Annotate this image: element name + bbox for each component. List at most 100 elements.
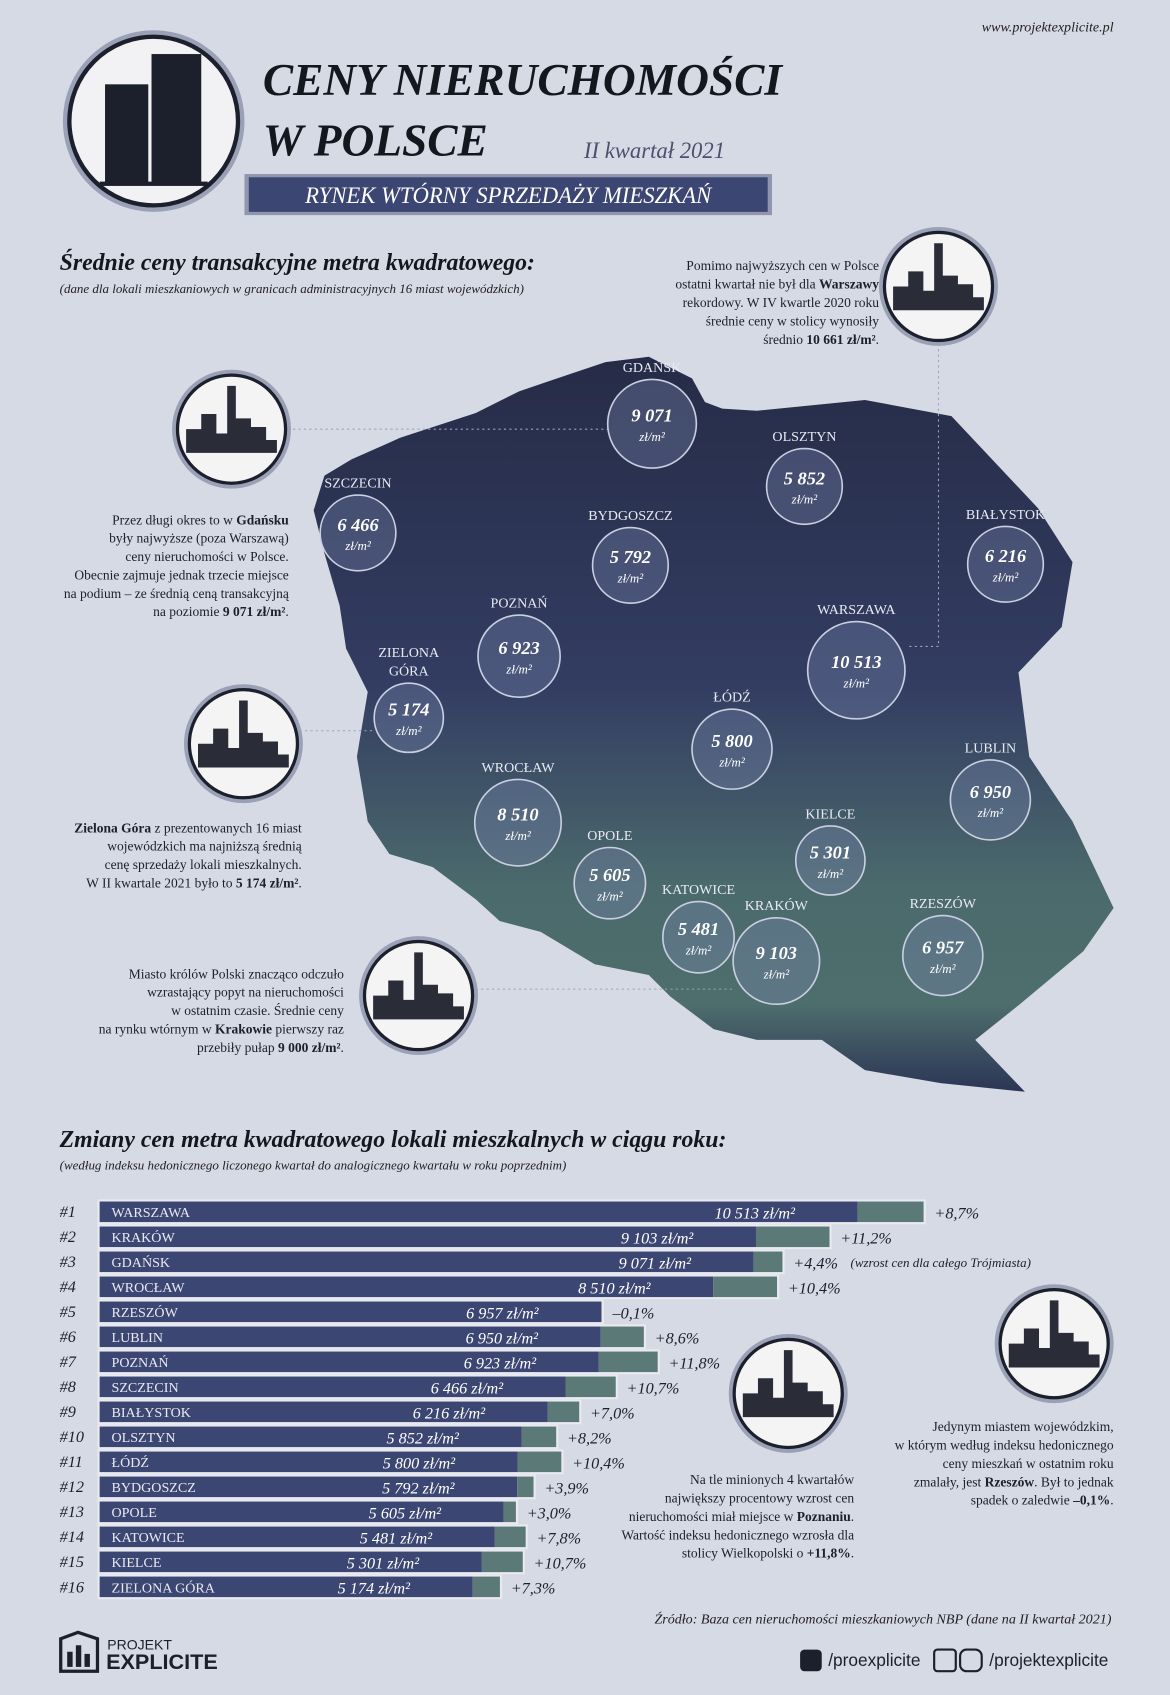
note-text: ostatni kwartał nie był dla: [675, 277, 819, 292]
note-text: W II kwartale 2021 było to: [86, 875, 236, 890]
note-text: rekordowy. W IV kwartle 2020 roku: [683, 295, 880, 310]
poland-map: [313, 356, 1114, 1092]
annotation: (wzrost cen dla całego Trójmiasta): [851, 1255, 1031, 1270]
city-value: 5 800: [711, 731, 752, 751]
note-line: średnie ceny w stolicy wynosiły: [706, 313, 879, 328]
note-line: na rynku wtórnym w Krakowie pierwszy raz: [99, 1021, 344, 1036]
photo-skyline: [373, 952, 464, 1020]
value-label: 5 792 zł/m²: [382, 1479, 456, 1497]
photo-skyline: [893, 243, 984, 311]
note-line: Obecnie zajmuje jednak trzecie miejsce: [74, 567, 288, 582]
bar: [99, 1576, 473, 1598]
note-line: Na tle minionych 4 kwartałów: [690, 1472, 854, 1487]
bar-category: LUBLIN: [112, 1330, 164, 1346]
bar-category: ŁÓDŹ: [112, 1454, 149, 1471]
note-line: stolicy Wielkopolski o +11,8%.: [682, 1546, 854, 1561]
city-unit: zł/m²: [977, 805, 1005, 820]
note-line: Przez długi okres to w Gdańsku: [112, 512, 289, 527]
note-text: .: [876, 332, 879, 347]
note-line: rekordowy. W IV kwartle 2020 roku: [683, 295, 880, 310]
note-line: Zielona Góra z prezentowanych 16 miast: [74, 820, 302, 835]
note-text: na podium – ze średnią ceną transakcyjną: [64, 586, 290, 601]
value-label: 6 950 zł/m²: [466, 1329, 540, 1347]
note-text: 9 000 zł/m²: [278, 1040, 341, 1055]
note-text: cenę sprzedaży lokali mieszkalnych.: [105, 857, 302, 872]
change-bar: [494, 1526, 526, 1548]
logo-text: PROJEKT: [107, 1637, 172, 1653]
value-label: 10 513 zł/m²: [714, 1204, 796, 1222]
change-bar: [857, 1201, 924, 1223]
city-circle: [373, 682, 445, 754]
city-name: RZESZÓW: [910, 895, 977, 912]
instagram-icon: [959, 1648, 983, 1673]
city-value: 6 950: [970, 782, 1011, 802]
city-name: WROCŁAW: [481, 760, 555, 776]
note-line: na poziomie 9 071 zł/m².: [153, 604, 289, 619]
bar: [99, 1401, 548, 1423]
bar-category: KRAKÓW: [112, 1229, 176, 1246]
chart-title: Zmiany cen metra kwadratowego lokali mie…: [59, 1127, 727, 1153]
city-unit: zł/m²: [791, 492, 819, 507]
note-line: w którym według indeksu hedonicznego: [895, 1438, 1114, 1453]
change-label: +10,4%: [572, 1454, 625, 1472]
city-name: BIAŁYSTOK: [966, 507, 1045, 523]
rank: #16: [60, 1578, 85, 1596]
city-unit: zł/m²: [504, 828, 532, 843]
notes: Pomimo najwyższych cen w Polsce ostatni k…: [64, 258, 1114, 1560]
note-text: Krakowie: [215, 1021, 272, 1036]
footer-logo: [59, 1630, 100, 1673]
rank: #15: [60, 1553, 84, 1571]
change-label: +3,9%: [544, 1479, 589, 1497]
note-line: w ostatnim czasie. Średnie ceny: [171, 1003, 344, 1018]
facebook-icon: [933, 1648, 957, 1673]
note-text: Obecnie zajmuje jednak trzecie miejsce: [74, 567, 288, 582]
title: CENY NIERUCHOMOŚCI: [263, 54, 784, 105]
value-label: 8 510 zł/m²: [578, 1279, 652, 1297]
rank: #9: [60, 1403, 76, 1421]
bar: [99, 1301, 602, 1323]
note-text: .: [851, 1546, 854, 1561]
change-label: +11,2%: [840, 1229, 892, 1247]
section-title: Średnie ceny transakcyjne metra kwadrato…: [60, 249, 535, 276]
change-bar: [753, 1251, 783, 1273]
note-line: średnio 10 661 zł/m².: [763, 332, 879, 347]
city-value: 5 605: [589, 865, 630, 885]
change-bar: [713, 1276, 778, 1298]
note-text: na rynku wtórnym w: [99, 1021, 215, 1036]
city-circle: [949, 759, 1032, 841]
city-circle: [473, 778, 563, 867]
chart-subtitle: (według indeksu hedonicznego liczonego k…: [60, 1158, 567, 1173]
bar: [99, 1351, 599, 1373]
note-text: w którym według indeksu hedonicznego: [895, 1438, 1114, 1453]
note-line: Jedynym miastem wojewódzkim,: [932, 1419, 1113, 1434]
note-text: .: [298, 875, 301, 890]
city-unit: zł/m²: [505, 661, 533, 676]
note-text: w ostatnim czasie. Średnie ceny: [171, 1003, 344, 1018]
value-label: 5 605 zł/m²: [369, 1504, 443, 1522]
note-text: wojewódzkich ma najniższą średnią: [107, 839, 303, 854]
rank: #13: [60, 1503, 84, 1521]
logo-circle: [62, 30, 245, 212]
value-label: 9 071 zł/m²: [619, 1254, 693, 1272]
note-text: –0,1%: [1072, 1493, 1110, 1508]
rank: #1: [60, 1203, 76, 1221]
city-value: 6 216: [985, 546, 1027, 566]
value-label: 9 103 zł/m²: [621, 1229, 695, 1247]
bar-category: RZESZÓW: [112, 1304, 179, 1321]
note-text: Na tle minionych 4 kwartałów: [690, 1472, 854, 1487]
city-value: 5 481: [678, 919, 719, 939]
value-label: 6 466 zł/m²: [431, 1379, 505, 1397]
note-text: Rzeszów: [985, 1474, 1035, 1489]
bar: [99, 1451, 518, 1473]
bar-category: ZIELONA GÓRA: [112, 1579, 216, 1596]
note-line: ceny mieszkań w ostatnim roku: [943, 1456, 1114, 1471]
change-label: +7,0%: [590, 1404, 635, 1422]
city-unit: zł/m²: [817, 866, 845, 881]
banner-text: RYNEK WTÓRNY SPRZEDAŻY MIESZKAŃ: [304, 182, 713, 208]
change-label: +11,8%: [669, 1354, 721, 1372]
note-text: 9 071 zł/m²: [223, 604, 286, 619]
change-bar: [472, 1576, 500, 1598]
note-text: . Był to jednak: [1034, 1474, 1114, 1489]
photo-skyline: [742, 1350, 834, 1418]
